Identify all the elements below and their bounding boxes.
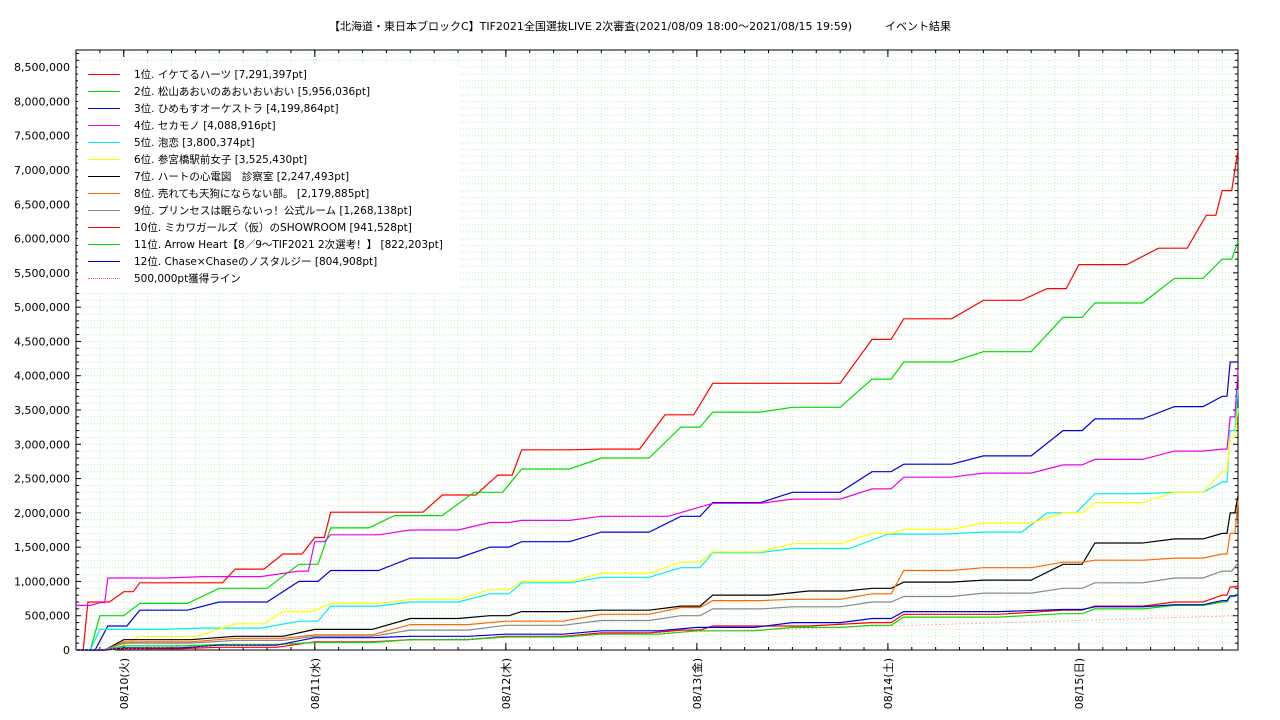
series-line-6 — [76, 408, 1239, 651]
legend-label: 10位. ミカワガールズ（仮）のSHOWROOM [941,528pt] — [134, 222, 412, 234]
legend-swatch — [88, 125, 120, 126]
legend-entry: 12位. Chase×Chaseのノスタルジー [804,908pt] — [78, 253, 377, 270]
legend-entry: 1位. イケてるハーツ [7,291,397pt] — [78, 66, 307, 83]
legend-entry: 2位. 松山あおいのあおいおいおい [5,956,036pt] — [78, 83, 370, 100]
legend-entry: 9位. プリンセスは眠らないっ！公式ルーム [1,268,138pt] — [78, 202, 412, 219]
legend-entry: 8位. 売れても天狗にならない部。 [2,179,885pt] — [78, 185, 369, 202]
legend-label: 6位. 参宮橋駅前女子 [3,525,430pt] — [134, 154, 308, 166]
legend-label: 500,000pt獲得ライン — [134, 273, 241, 285]
y-tick-label: 8,000,000 — [14, 95, 70, 108]
legend-entry: 11位. Arrow Heart【8／9〜TIF2021 2次選考！】 [822… — [78, 236, 443, 253]
legend-swatch — [88, 91, 120, 92]
legend-entry: 6位. 参宮橋駅前女子 [3,525,430pt] — [78, 151, 307, 168]
legend-label: 5位. 泡恋 [3,800,374pt] — [134, 137, 255, 149]
y-tick-label: 5,000,000 — [14, 301, 70, 314]
x-tick-label: 08/11(水) — [309, 658, 322, 709]
legend-swatch — [88, 74, 120, 75]
series-line-13 — [75, 615, 1239, 651]
y-tick-label: 0 — [63, 644, 70, 657]
series-line-5 — [76, 389, 1239, 651]
series-line-11 — [76, 593, 1239, 651]
chart-legend: 1位. イケてるハーツ [7,291,397pt] 2位. 松山あおいのあおいおい… — [78, 66, 460, 291]
legend-swatch — [88, 176, 120, 177]
legend-entry: 10位. ミカワガールズ（仮）のSHOWROOM [941,528pt] — [78, 219, 412, 236]
y-tick-label: 3,000,000 — [14, 438, 70, 451]
series-line-10 — [76, 584, 1239, 651]
y-tick-label: 3,500,000 — [14, 404, 70, 417]
y-tick-label: 6,500,000 — [14, 198, 70, 211]
y-tick-label: 2,500,000 — [14, 473, 70, 486]
x-tick-label: 08/12(木) — [500, 658, 513, 709]
y-tick-label: 2,000,000 — [14, 507, 70, 520]
y-tick-label: 7,000,000 — [14, 164, 70, 177]
legend-swatch — [88, 244, 120, 245]
legend-swatch — [88, 108, 120, 109]
y-tick-label: 4,500,000 — [14, 335, 70, 348]
legend-entry: 500,000pt獲得ライン — [78, 270, 241, 287]
series-line-1 — [76, 149, 1239, 651]
y-tick-label: 500,000 — [25, 610, 71, 623]
y-tick-label: 8,500,000 — [14, 61, 70, 74]
legend-label: 2位. 松山あおいのあおいおいおい [5,956,036pt] — [134, 86, 371, 98]
legend-entry: 3位. ひめもすオーケストラ [4,199,864pt] — [78, 100, 339, 117]
legend-entry: 7位. ハートの心電図 診察室 [2,247,493pt] — [78, 168, 349, 185]
legend-label: 12位. Chase×Chaseのノスタルジー [804,908pt] — [134, 256, 378, 268]
legend-swatch — [88, 159, 120, 160]
legend-swatch — [88, 227, 120, 228]
series-line-12 — [76, 594, 1239, 651]
x-tick-label: 08/13(金) — [690, 658, 704, 709]
legend-label: 8位. 売れても天狗にならない部。 [2,179,885pt] — [134, 188, 370, 200]
legend-label: 3位. ひめもすオーケストラ [4,199,864pt] — [134, 103, 339, 115]
legend-label: 9位. プリンセスは眠らないっ！公式ルーム [1,268,138pt] — [134, 205, 412, 217]
series-line-7 — [76, 495, 1239, 651]
legend-label: 11位. Arrow Heart【8／9〜TIF2021 2次選考！】 [822… — [134, 239, 443, 251]
y-tick-label: 1,000,000 — [14, 575, 70, 588]
legend-entry: 4位. セカモノ [4,088,916pt] — [78, 117, 276, 134]
legend-swatch — [88, 261, 120, 262]
legend-swatch — [88, 193, 120, 194]
series-line-9 — [76, 562, 1239, 651]
y-tick-label: 6,000,000 — [14, 233, 70, 246]
y-tick-label: 7,500,000 — [14, 130, 70, 143]
series-line-2 — [76, 241, 1239, 651]
x-tick-label: 08/15(日) — [1073, 658, 1086, 709]
legend-swatch — [88, 142, 120, 143]
plot-frame — [75, 49, 1239, 651]
legend-entry: 5位. 泡恋 [3,800,374pt] — [78, 134, 255, 151]
series-line-4 — [76, 369, 1239, 606]
y-tick-label: 1,500,000 — [14, 541, 70, 554]
x-tick-label: 08/10(火) — [118, 658, 131, 709]
legend-label: 4位. セカモノ [4,088,916pt] — [134, 120, 276, 132]
series-line-3 — [76, 361, 1238, 651]
y-tick-label: 5,500,000 — [14, 267, 70, 280]
y-tick-label: 4,000,000 — [14, 370, 70, 383]
legend-swatch — [88, 278, 120, 279]
x-tick-label: 08/14(土) — [882, 658, 895, 709]
legend-swatch — [88, 210, 120, 211]
chart-title: 【北海道・東日本ブロックC】TIF2021全国選抜LIVE 2次審査(2021/… — [328, 20, 952, 33]
legend-label: 7位. ハートの心電図 診察室 [2,247,493pt] — [134, 171, 350, 183]
series-line-8 — [76, 500, 1239, 651]
legend-label: 1位. イケてるハーツ [7,291,397pt] — [134, 69, 307, 81]
